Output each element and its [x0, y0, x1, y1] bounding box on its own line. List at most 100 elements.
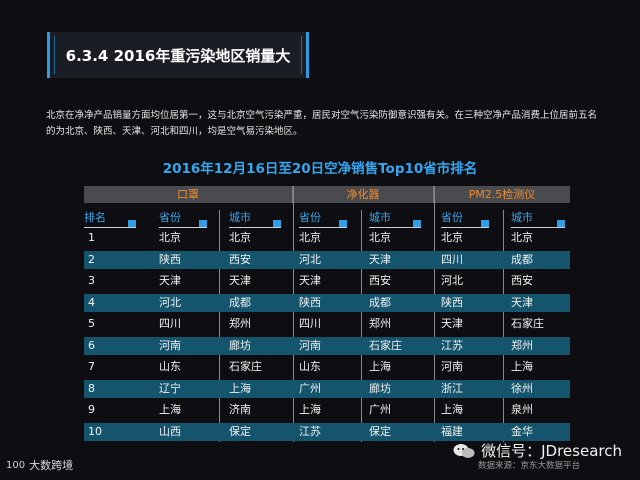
column-divider	[361, 210, 362, 442]
column-header-label: 省份	[159, 211, 181, 224]
table-row: 9 上海 济南 上海 广州 上海 泉州	[84, 401, 570, 419]
header-underline	[511, 227, 565, 228]
column-header-purifier-city: 城市	[369, 208, 421, 228]
cell-mask-province: 上海	[159, 403, 181, 416]
cell-purifier-city: 天津	[369, 252, 391, 266]
cell-purifier-city: 北京	[369, 231, 391, 244]
cell-purifier-province: 广州	[299, 381, 321, 395]
cell-pm25-province: 福建	[441, 424, 463, 438]
table-row: 1 北京 北京 北京 北京 北京 北京	[84, 229, 570, 247]
table-row: 6 河南 廊坊 河南 石家庄 江苏 郑州	[84, 336, 570, 355]
cell-pm25-city: 石家庄	[511, 317, 544, 330]
square-marker-icon	[128, 220, 136, 228]
cell-mask-province: 山西	[159, 424, 181, 438]
header-underline	[229, 227, 281, 228]
cell-pm25-province: 河南	[441, 360, 463, 373]
cell-mask-city: 西安	[229, 252, 251, 266]
cell-pm25-city: 上海	[511, 360, 533, 373]
data-source-note: 数据来源：京东大数据平台	[477, 461, 580, 471]
square-marker-icon	[339, 220, 347, 228]
cell-pm25-city: 郑州	[511, 338, 533, 352]
cell-mask-province: 山东	[159, 360, 181, 373]
cell-purifier-province: 四川	[299, 317, 321, 330]
cell-rank: 2	[88, 252, 95, 266]
watermark-text: 微信号：JDresearch	[481, 442, 622, 460]
column-divider	[503, 210, 504, 442]
group-header-purifier: 净化器	[346, 188, 380, 201]
square-marker-icon	[199, 220, 207, 228]
table-title: 2016年12月16日至20日空净销售Top10省市排名	[162, 161, 478, 177]
cell-pm25-city: 泉州	[511, 403, 533, 416]
cell-mask-city: 成都	[229, 295, 251, 309]
cell-purifier-city: 广州	[369, 403, 391, 416]
cell-rank: 9	[88, 403, 95, 416]
cell-pm25-city: 金华	[511, 424, 533, 438]
cell-purifier-province: 北京	[299, 231, 321, 244]
cell-purifier-city: 郑州	[369, 317, 391, 330]
square-marker-icon	[481, 220, 489, 228]
cell-mask-province: 河北	[159, 295, 181, 309]
description-paragraph: 北京在净净产品销量方面均位居第一，这与北京空气污染严重，居民对空气污染防御意识强…	[46, 110, 598, 137]
column-header-pm25-city: 城市	[511, 208, 567, 228]
cell-mask-province: 天津	[159, 274, 181, 287]
cell-mask-city: 廊坊	[229, 338, 251, 352]
column-header-rank: 排名	[84, 208, 136, 228]
cell-mask-province: 河南	[159, 338, 181, 352]
header-underline	[84, 227, 136, 228]
header-underline	[441, 227, 489, 228]
cell-pm25-province: 四川	[441, 252, 463, 266]
logo-mark: 100	[6, 459, 26, 471]
header-underline	[299, 227, 347, 228]
group-divider	[433, 186, 434, 203]
cell-mask-province: 陕西	[159, 252, 181, 266]
cell-pm25-city: 北京	[511, 231, 533, 244]
group-divider	[292, 186, 293, 203]
cell-rank: 10	[88, 424, 102, 438]
column-header-label: 城市	[369, 211, 391, 224]
logo-text: 大数跨境	[29, 459, 74, 472]
table-row: 2 陕西 西安 河北 天津 四川 成都	[84, 250, 570, 269]
cell-purifier-city: 西安	[369, 274, 391, 287]
cell-purifier-province: 山东	[299, 360, 321, 373]
cell-pm25-city: 西安	[511, 274, 533, 287]
group-header-pm25-detector: PM2.5检测仪	[468, 188, 536, 201]
cell-purifier-province: 天津	[299, 274, 321, 287]
cell-mask-city: 郑州	[229, 317, 251, 330]
table-row: 7 山东 石家庄 山东 上海 河南 上海	[84, 358, 570, 376]
cell-mask-city: 保定	[229, 424, 251, 438]
column-divider	[219, 210, 220, 442]
column-header-label: 省份	[441, 211, 463, 224]
cell-pm25-city: 成都	[511, 252, 533, 266]
cell-purifier-city: 石家庄	[369, 338, 402, 352]
cell-rank: 6	[88, 338, 95, 352]
cell-pm25-province: 陕西	[441, 295, 463, 309]
column-header-label: 排名	[84, 211, 106, 224]
cell-pm25-city: 天津	[511, 295, 533, 309]
cell-mask-province: 四川	[159, 317, 181, 330]
cell-mask-city: 济南	[229, 403, 251, 416]
cell-rank: 8	[88, 381, 95, 395]
cell-purifier-city: 保定	[369, 424, 391, 438]
table-row: 4 河北 成都 陕西 成都 陕西 天津	[84, 293, 570, 312]
table-row: 8 辽宁 上海 广州 廊坊 浙江 徐州	[84, 379, 570, 398]
column-header-mask-province: 省份	[159, 208, 207, 228]
section-title: 6.3.4 2016年重污染地区销量大	[65, 46, 291, 65]
group-header-bar: 口罩 净化器 PM2.5检测仪	[84, 186, 570, 203]
square-marker-icon	[413, 220, 421, 228]
cell-purifier-province: 河北	[299, 252, 321, 266]
table-row: 5 四川 郑州 四川 郑州 天津 石家庄	[84, 315, 570, 333]
square-marker-icon	[557, 220, 565, 228]
cell-rank: 3	[88, 274, 95, 287]
cell-rank: 5	[88, 317, 95, 330]
cell-mask-city: 石家庄	[229, 360, 262, 373]
cell-purifier-province: 江苏	[299, 424, 321, 438]
cell-pm25-province: 河北	[441, 274, 463, 287]
cell-rank: 7	[88, 360, 95, 373]
wechat-icon	[453, 443, 475, 459]
cell-pm25-city: 徐州	[511, 381, 533, 395]
cell-mask-city: 北京	[229, 231, 251, 244]
cell-purifier-province: 上海	[299, 403, 321, 416]
cell-purifier-city: 上海	[369, 360, 391, 373]
column-header-mask-city: 城市	[229, 208, 281, 228]
column-header-purifier-province: 省份	[299, 208, 347, 228]
